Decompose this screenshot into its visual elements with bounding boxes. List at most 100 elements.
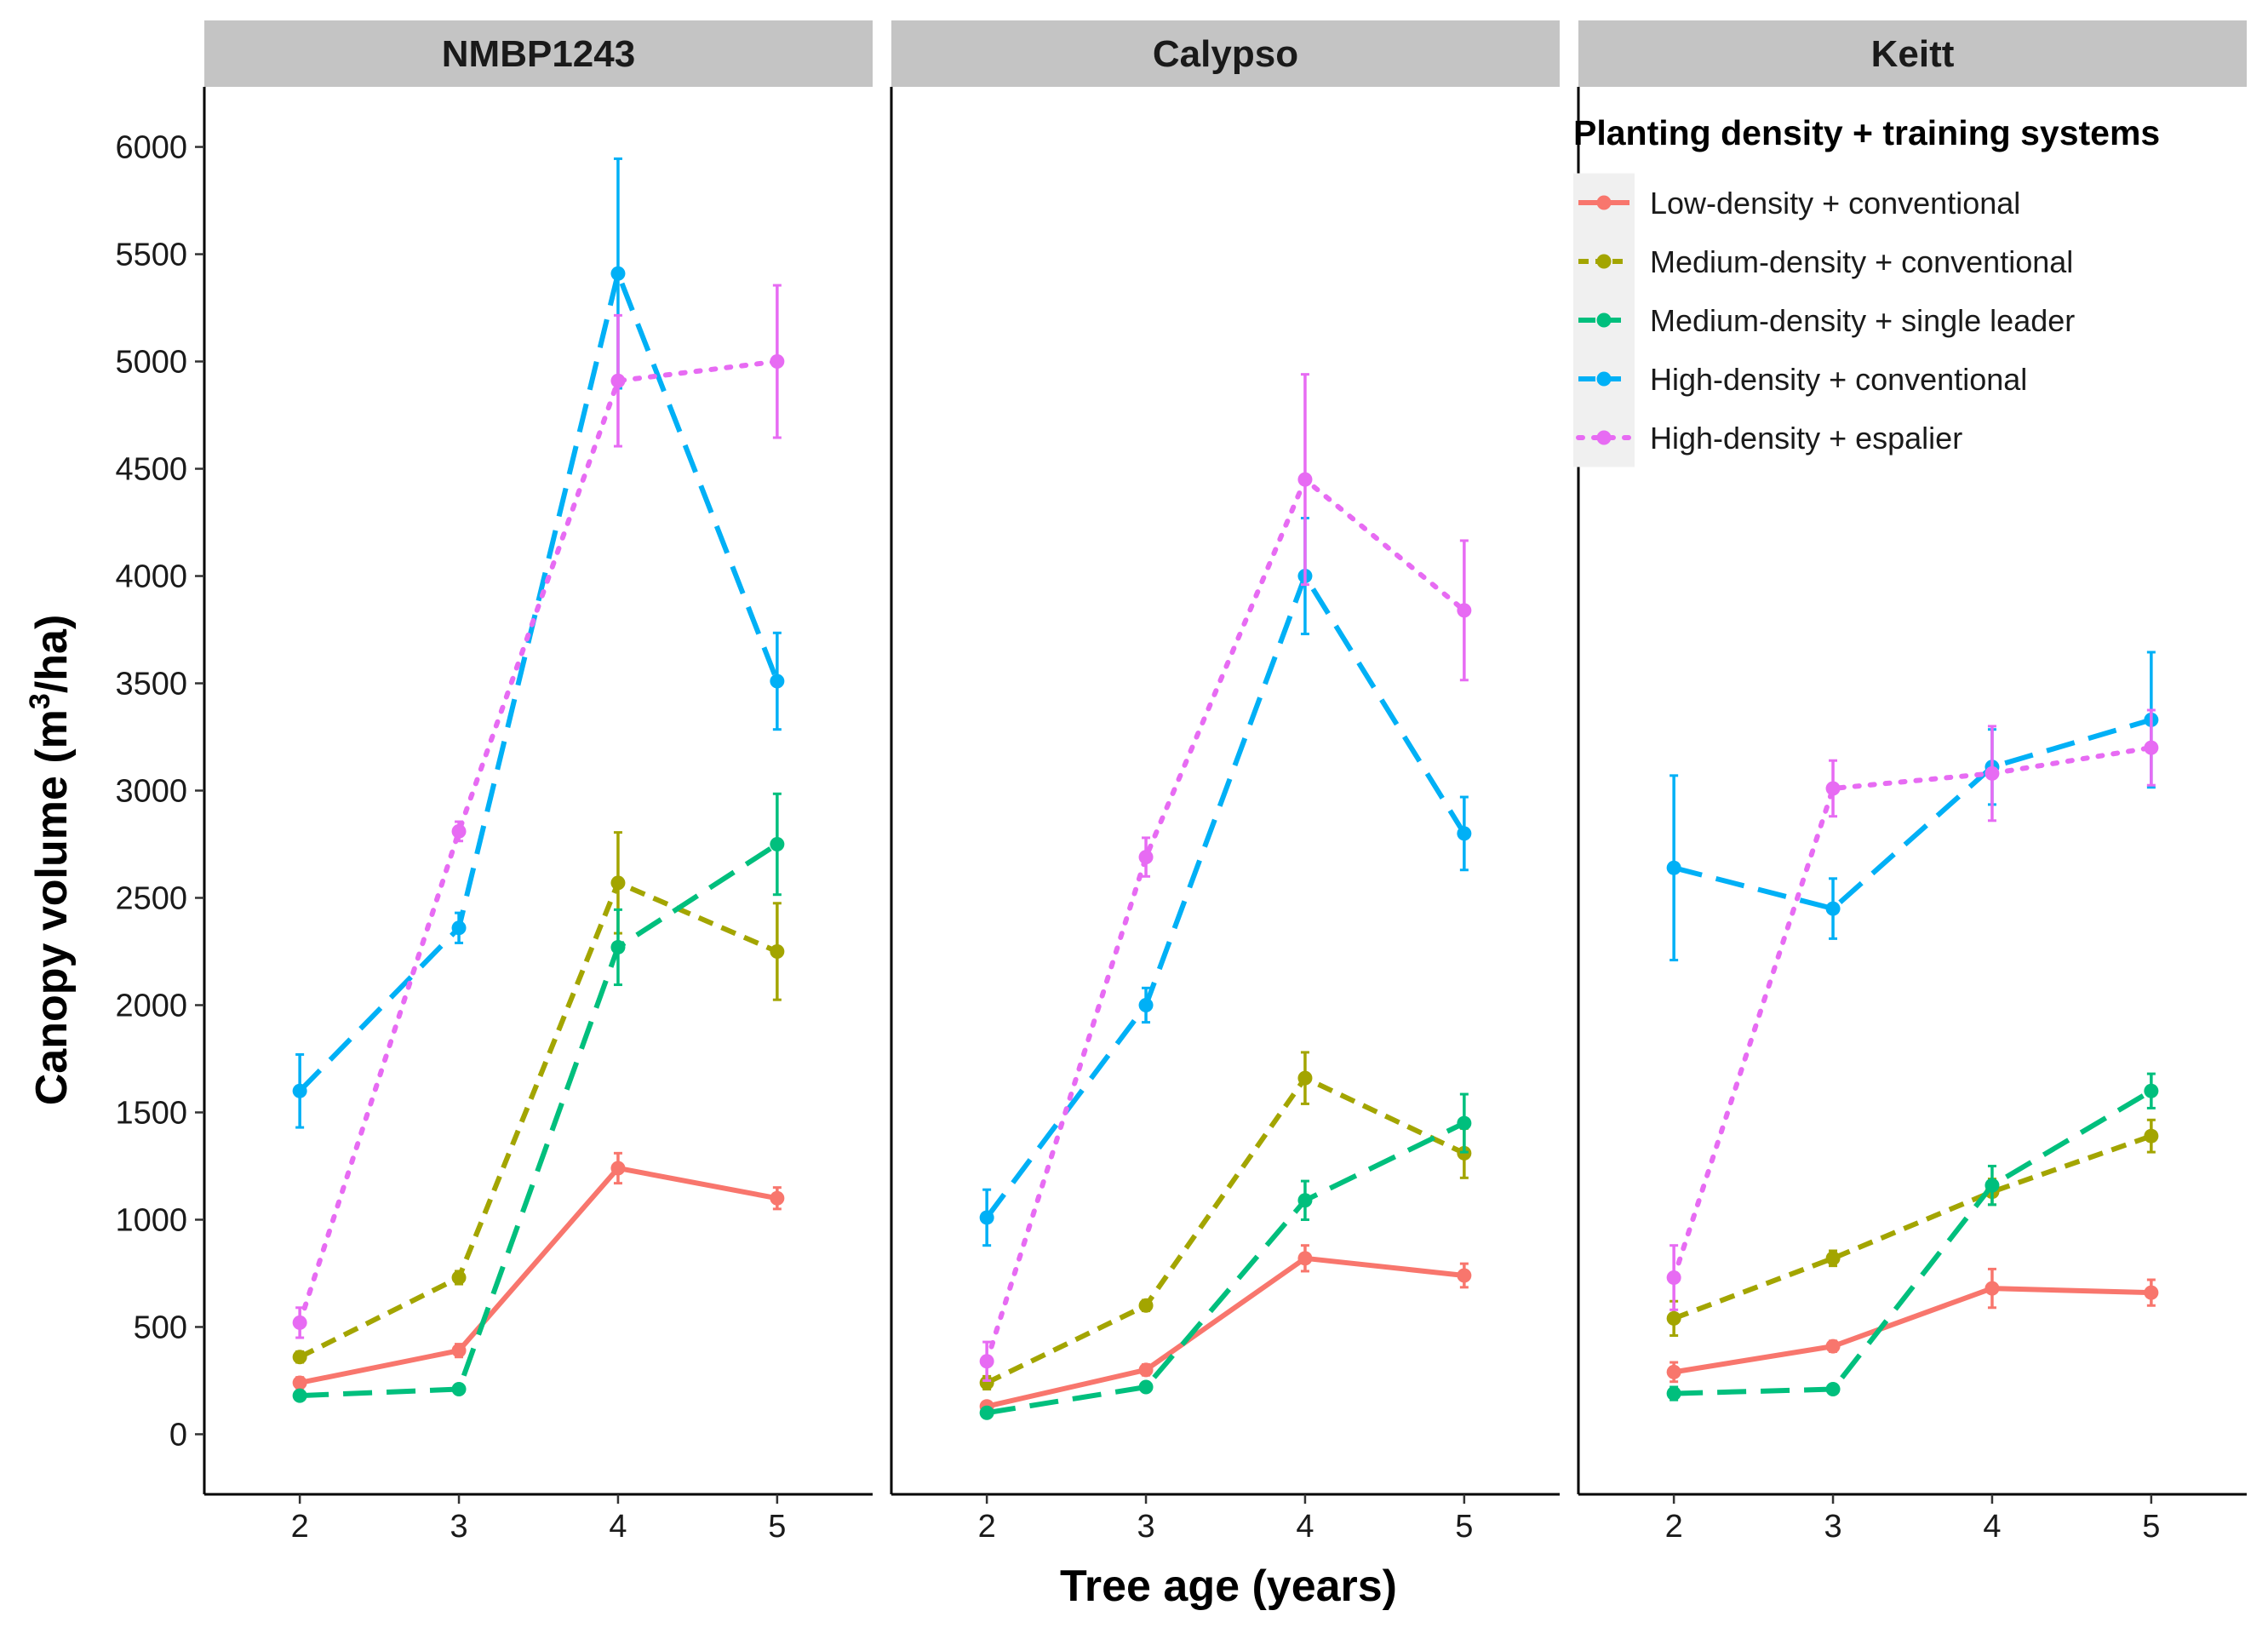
- series-low-density-conventional: [292, 1151, 785, 1390]
- data-point: [1297, 472, 1313, 487]
- series-medium-density-single-leader: [1666, 1072, 2159, 1402]
- legend-label: Medium-density + single leader: [1650, 303, 2075, 338]
- series-medium-density-conventional: [979, 1051, 1472, 1391]
- data-point: [610, 266, 626, 281]
- x-tick-label: 4: [1296, 1509, 1314, 1545]
- data-point: [1666, 1270, 1681, 1285]
- series-line: [1673, 1286, 2151, 1375]
- data-point: [979, 1375, 994, 1390]
- legend-key-point: [1596, 312, 1612, 328]
- data-point: [770, 943, 785, 959]
- data-point: [1297, 1070, 1313, 1086]
- data-point: [2144, 1128, 2159, 1144]
- legend-key-point: [1596, 371, 1612, 387]
- y-tick-label: 500: [134, 1310, 187, 1345]
- data-point: [610, 1161, 626, 1176]
- panel-title: Calypso: [1153, 33, 1298, 75]
- legend-item-low-density-conventional: Low-density + conventional: [1573, 173, 2020, 232]
- data-point: [979, 1405, 994, 1420]
- y-title-prefix: Canopy volume (m: [27, 709, 77, 1105]
- series-low-density-conventional: [979, 1244, 1472, 1414]
- data-point: [1666, 1310, 1681, 1326]
- series-line: [986, 1121, 1466, 1416]
- series-high-density-conventional: [292, 157, 785, 1129]
- data-point: [1138, 1298, 1154, 1313]
- legend-item-high-density-conventional: High-density + conventional: [1573, 349, 2027, 409]
- y-title-suffix: /ha): [27, 615, 77, 693]
- y-tick-label: 2500: [115, 880, 187, 916]
- data-point: [1457, 826, 1472, 841]
- y-tick-label: 4000: [115, 559, 187, 595]
- series-medium-density-conventional: [292, 831, 785, 1365]
- y-tick-label: 2000: [115, 988, 187, 1023]
- y-tick-label: 6000: [115, 130, 187, 166]
- series-line: [299, 1165, 778, 1385]
- legend-item-high-density-espalier: High-density + espalier: [1573, 408, 1962, 467]
- data-point: [1984, 1178, 2000, 1193]
- data-point: [292, 1083, 307, 1098]
- data-point: [1457, 1268, 1472, 1283]
- data-point: [1457, 603, 1472, 618]
- x-tick-label: 2: [1665, 1509, 1683, 1545]
- data-point: [1457, 1115, 1472, 1131]
- y-axis-title: Canopy volume (m3/ha): [24, 615, 77, 1106]
- panel-strip: [204, 20, 873, 87]
- series-high-density-conventional: [979, 516, 1472, 1247]
- series-high-density-conventional: [1666, 651, 2159, 962]
- x-tick-label: 2: [291, 1509, 309, 1545]
- data-point: [451, 1382, 467, 1397]
- data-point: [1825, 1251, 1841, 1266]
- data-point: [1984, 765, 2000, 781]
- series-line: [1674, 1088, 2153, 1396]
- series-medium-density-single-leader: [979, 1092, 1472, 1420]
- x-tick-label: 2: [978, 1509, 996, 1545]
- data-point: [1666, 860, 1681, 875]
- y-tick-label: 5000: [115, 345, 187, 381]
- data-point: [770, 1190, 785, 1206]
- panel-title: Keitt: [1871, 33, 1955, 75]
- series-line: [1673, 717, 2152, 912]
- data-point: [770, 674, 785, 689]
- data-point: [1825, 781, 1841, 796]
- panel-keitt: Keitt 2 3 4 5: [1577, 20, 2247, 1545]
- data-point: [451, 1270, 467, 1285]
- facet-panels: NMBP1243 2 3 4 5 Calypso 2 3 4 5 Keitt 2 3 4 5: [203, 20, 2247, 1545]
- x-tick-label: 3: [1824, 1509, 1841, 1545]
- series-high-density-espalier: [979, 373, 1472, 1382]
- data-point: [451, 1343, 467, 1358]
- y-tick-label: 4500: [115, 452, 187, 488]
- data-point: [770, 836, 785, 851]
- x-tick-label: 4: [1983, 1509, 2001, 1545]
- data-point: [292, 1315, 307, 1330]
- x-tick-label: 5: [2142, 1509, 2160, 1545]
- legend-item-medium-density-single-leader: Medium-density + single leader: [1573, 290, 2075, 350]
- data-point: [292, 1350, 307, 1365]
- panel-strip: [1578, 20, 2247, 87]
- series-medium-density-single-leader: [292, 792, 785, 1403]
- series-line: [986, 1255, 1465, 1409]
- y-tick-label: 3500: [115, 667, 187, 702]
- series-high-density-espalier: [1666, 708, 2159, 1311]
- data-point: [1138, 1362, 1154, 1378]
- panel-nmbp1243: NMBP1243 2 3 4 5: [203, 20, 873, 1545]
- data-point: [1666, 1364, 1681, 1379]
- series-line: [984, 477, 1467, 1364]
- data-point: [2144, 740, 2159, 755]
- data-point: [1984, 1281, 2000, 1296]
- data-point: [1138, 997, 1154, 1012]
- legend-label: Medium-density + conventional: [1650, 244, 2073, 279]
- data-point: [1297, 1251, 1313, 1266]
- series-line: [297, 358, 780, 1326]
- y-tick-label: 0: [169, 1417, 187, 1453]
- legend: Planting density + training systems Low-d…: [1573, 113, 2160, 467]
- y-tick-label: 1500: [115, 1095, 187, 1131]
- y-tick-label: 3000: [115, 774, 187, 810]
- legend-label: Low-density + conventional: [1650, 186, 2020, 221]
- data-point: [1825, 1339, 1841, 1354]
- data-point: [610, 875, 626, 891]
- data-point: [979, 1210, 994, 1225]
- data-point: [610, 373, 626, 388]
- y-tick-label: 5500: [115, 238, 187, 273]
- series-low-density-conventional: [1666, 1267, 2159, 1384]
